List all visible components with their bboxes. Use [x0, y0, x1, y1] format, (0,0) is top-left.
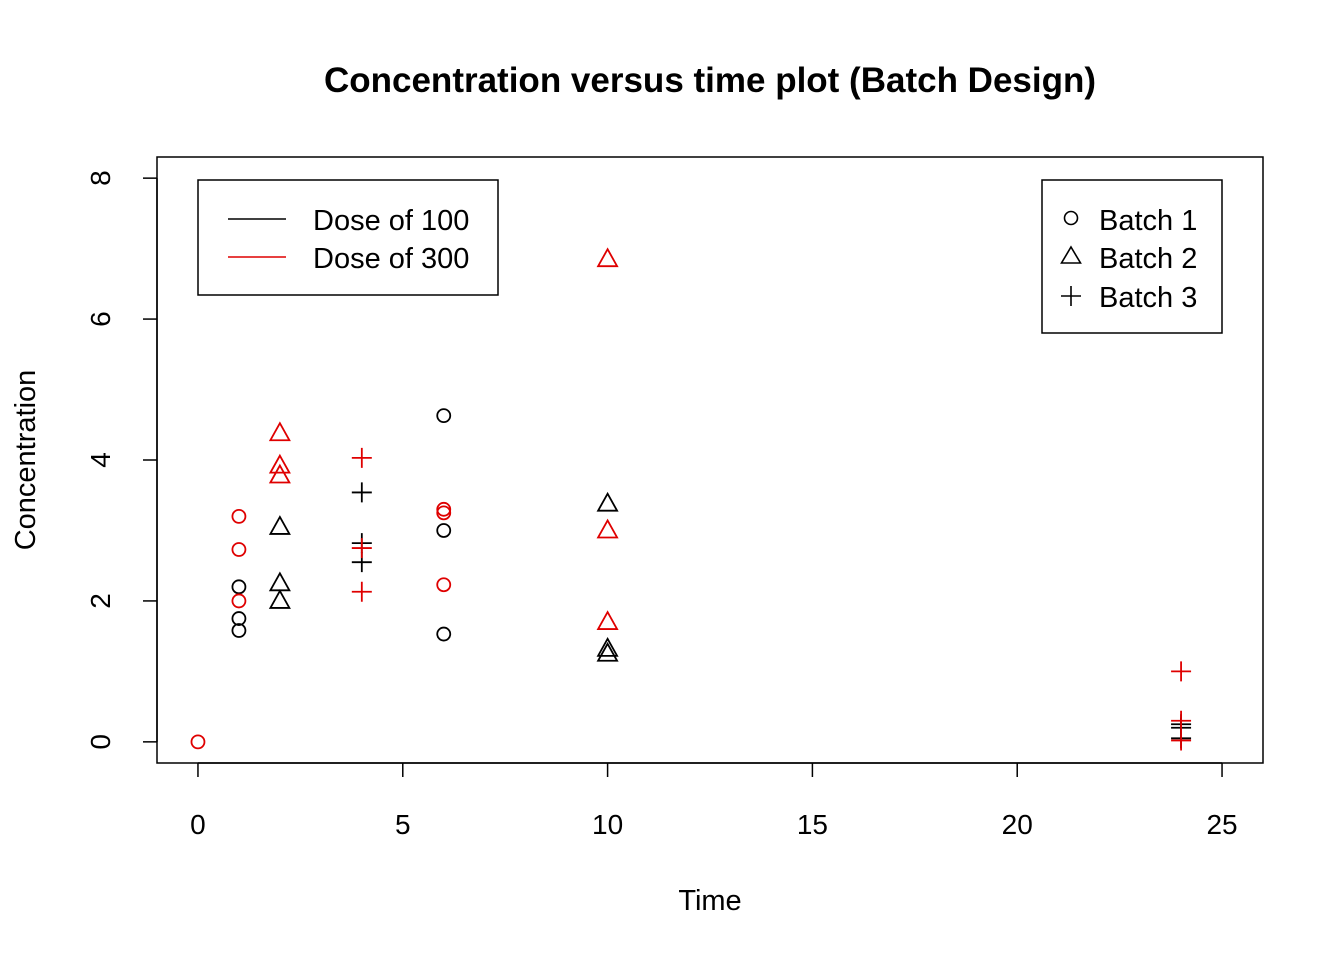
y-tick-label: 0 [85, 734, 116, 750]
y-axis-label: Concentration [10, 370, 42, 551]
legend-marker-batch-1 [1063, 210, 1079, 226]
point-dose-300-batch-2 [596, 247, 619, 268]
point-dose-300-batch-3 [1171, 661, 1192, 682]
point-dose-100-batch-2 [596, 637, 619, 657]
point-dose-100-batch-2 [596, 491, 619, 512]
point-dose-100-batch-2 [268, 589, 291, 609]
legend-marker-batch-2 [1060, 245, 1082, 264]
point-dose-100-batch-1 [436, 523, 452, 538]
dose-legend-box [197, 179, 499, 296]
point-dose-300-batch-2 [268, 463, 291, 484]
point-dose-300-batch-2 [596, 610, 619, 630]
point-dose-300-batch-3 [351, 538, 372, 559]
x-tick-label: 0 [190, 809, 206, 840]
point-dose-300-batch-2 [268, 453, 291, 474]
point-dose-300-batch-1 [190, 734, 206, 750]
y-axis: 0 2 4 6 8 [85, 170, 158, 750]
point-dose-100-batch-2 [596, 641, 619, 662]
dose-legend: Dose of 100 Dose of 300 [197, 179, 499, 296]
point-dose-100-batch-1 [231, 611, 247, 626]
x-tick-label: 25 [1206, 809, 1237, 840]
point-dose-300-batch-1 [231, 508, 247, 524]
point-dose-100-batch-1 [231, 623, 247, 638]
point-dose-100-batch-2 [268, 571, 291, 592]
y-tick-label: 8 [85, 170, 116, 186]
batch-legend-box [1041, 179, 1223, 334]
x-tick-label: 5 [395, 809, 411, 840]
x-tick-label: 10 [592, 809, 623, 840]
point-dose-300-batch-1 [231, 593, 247, 609]
y-tick-label: 6 [85, 311, 116, 327]
legend-label-dose-100: Dose of 100 [313, 205, 469, 237]
point-dose-300-batch-3 [351, 447, 372, 468]
legend-label-batch-1: Batch 1 [1099, 205, 1197, 237]
point-dose-100-batch-3 [351, 482, 372, 503]
point-dose-300-batch-2 [596, 518, 619, 539]
point-dose-100-batch-2 [268, 515, 291, 535]
data-points [190, 247, 1192, 751]
y-tick-label: 2 [85, 593, 116, 609]
x-tick-label: 20 [1002, 809, 1033, 840]
point-dose-100-batch-1 [231, 579, 247, 595]
legend-label-batch-3: Batch 3 [1099, 282, 1197, 314]
chart-title: Concentration versus time plot (Batch De… [324, 61, 1096, 100]
y-tick-label: 4 [85, 452, 116, 468]
point-dose-300-batch-1 [436, 505, 452, 521]
x-axis-label: Time [678, 885, 741, 917]
x-tick-label: 15 [797, 809, 828, 840]
batch-legend: Batch 1 Batch 2 Batch 3 [1041, 179, 1223, 334]
point-dose-300-batch-1 [436, 577, 452, 593]
point-dose-300-batch-3 [351, 581, 372, 602]
point-dose-300-batch-1 [231, 542, 247, 557]
legend-marker-batch-3 [1061, 286, 1081, 306]
point-dose-300-batch-2 [268, 421, 291, 442]
point-dose-300-batch-3 [1171, 710, 1192, 731]
point-dose-300-batch-3 [1171, 730, 1192, 751]
legend-label-dose-300: Dose of 300 [313, 243, 469, 275]
point-dose-100-batch-1 [436, 408, 452, 424]
point-dose-100-batch-1 [436, 626, 452, 642]
legend-label-batch-2: Batch 2 [1099, 243, 1197, 275]
x-axis: 0 5 10 15 20 25 [190, 762, 1238, 840]
